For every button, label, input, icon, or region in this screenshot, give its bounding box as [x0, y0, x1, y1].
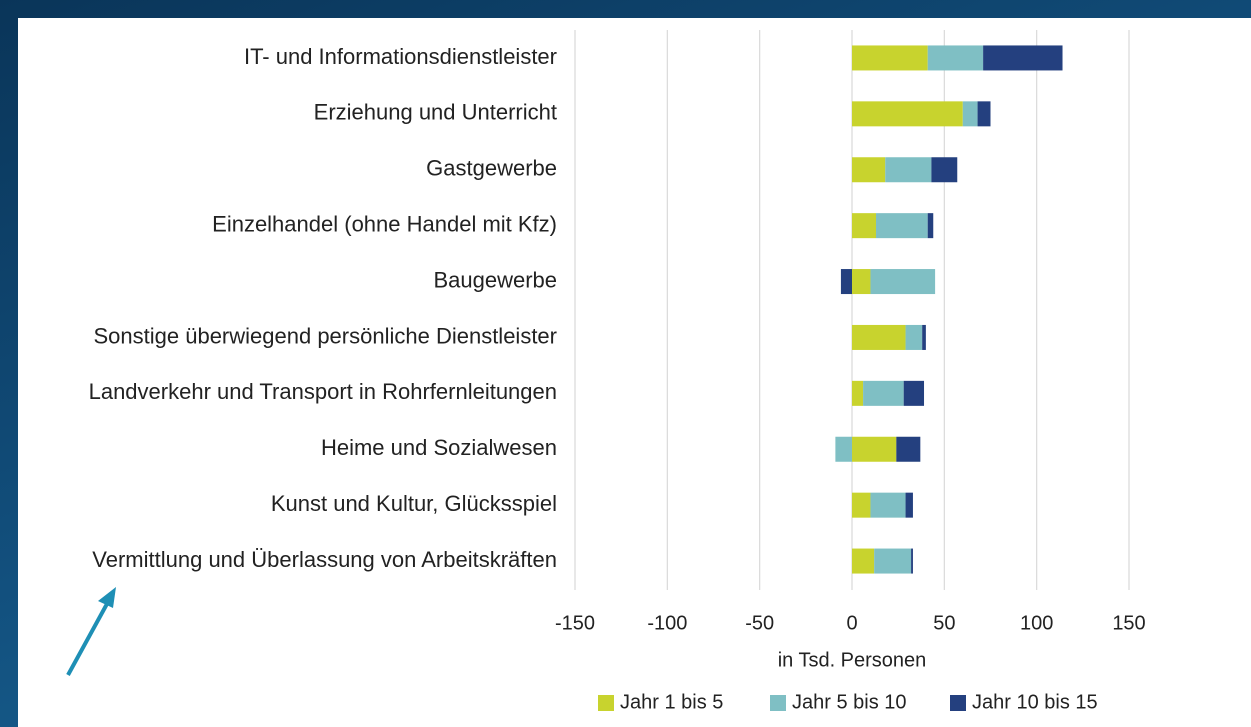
bar-segment — [852, 380, 864, 406]
arrow — [66, 601, 110, 676]
category-label: Gastgewerbe — [426, 156, 557, 181]
bar-segment — [962, 101, 978, 127]
bar-segment — [903, 380, 925, 406]
bar-segment — [852, 45, 928, 71]
bar-segment — [905, 492, 913, 518]
bar-segment — [874, 548, 912, 574]
bar-segment — [852, 269, 871, 295]
bar-segment — [840, 269, 852, 295]
bar-segment — [852, 101, 963, 127]
bar-segment — [885, 157, 932, 183]
category-label: Landverkehr und Transport in Rohrfernlei… — [89, 379, 557, 404]
arrow-head — [98, 587, 116, 608]
x-tick-label: -50 — [745, 612, 774, 634]
legend-label: Jahr 5 bis 10 — [792, 691, 907, 713]
category-label: Erziehung und Unterricht — [314, 100, 557, 125]
bar-segment — [863, 380, 904, 406]
x-tick-label: 100 — [1020, 612, 1053, 634]
x-tick-label: -150 — [555, 612, 595, 634]
bar-segment — [977, 101, 991, 127]
category-label: Vermittlung und Überlassung von Arbeitsk… — [92, 547, 557, 572]
bar-segment — [905, 324, 923, 350]
legend-label: Jahr 10 bis 15 — [972, 691, 1098, 713]
bar-segment — [927, 45, 984, 71]
x-tick-label: -100 — [647, 612, 687, 634]
bar-segment — [852, 492, 871, 518]
bar-segment — [931, 157, 958, 183]
bar-segment — [870, 492, 906, 518]
category-label: Sonstige überwiegend persönliche Dienstl… — [94, 323, 558, 348]
category-label: IT- und Informationsdienstleister — [244, 44, 557, 69]
legend-swatch — [598, 695, 614, 711]
legend-swatch — [950, 695, 966, 711]
category-label: Baugewerbe — [433, 267, 557, 292]
category-label: Kunst und Kultur, Glücksspiel — [271, 491, 557, 516]
bar-segment — [922, 324, 926, 350]
legend-label: Jahr 1 bis 5 — [620, 691, 723, 713]
x-tick-label: 50 — [933, 612, 955, 634]
bar-segment — [852, 324, 906, 350]
bar-segment — [852, 157, 886, 183]
bar-segment — [896, 436, 921, 462]
bar-segment — [983, 45, 1063, 71]
category-label: Einzelhandel (ohne Handel mit Kfz) — [212, 211, 557, 236]
x-tick-label: 150 — [1112, 612, 1145, 634]
x-tick-label: 0 — [846, 612, 857, 634]
x-axis-label: in Tsd. Personen — [778, 649, 927, 671]
bar-segment — [876, 213, 928, 239]
bar-segment — [927, 213, 934, 239]
bar-segment — [852, 548, 875, 574]
bar-segment — [835, 436, 852, 462]
bar-segment — [852, 213, 877, 239]
category-label: Heime und Sozialwesen — [321, 435, 557, 460]
panel — [18, 18, 1251, 727]
legend-swatch — [770, 695, 786, 711]
bar-segment — [911, 548, 913, 574]
bar-segment — [852, 436, 897, 462]
bar-segment — [870, 269, 936, 295]
